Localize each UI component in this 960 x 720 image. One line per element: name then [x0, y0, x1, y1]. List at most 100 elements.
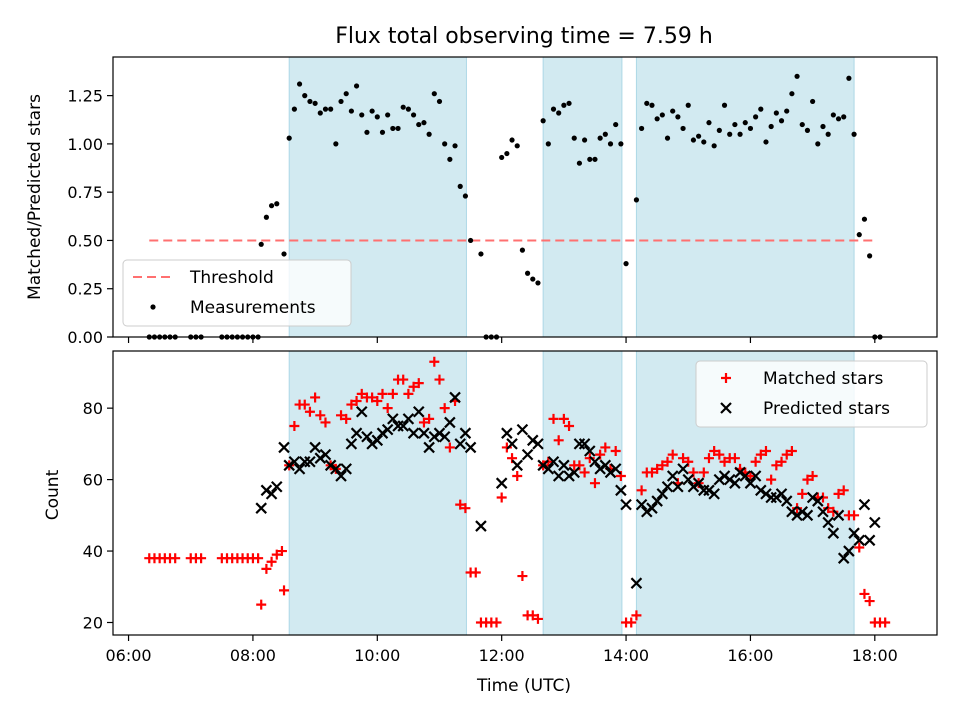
predicted-star-point — [433, 427, 446, 439]
matched-star-point — [880, 617, 891, 628]
matched-star-point — [729, 453, 740, 464]
predicted-star-point — [672, 480, 684, 493]
ratio-y-tick-label: 0.25 — [67, 280, 103, 299]
matched-star-point — [771, 460, 782, 471]
matched-star-point — [584, 453, 595, 464]
ratio-shaded-interval-3 — [635, 56, 855, 338]
predicted-star-point — [324, 459, 337, 472]
measurement-point — [540, 118, 546, 124]
count-panel-axes: 20 40 60 80 06:00 08:00 10:00 12:00 14:00 16:00 18… — [83, 350, 938, 665]
measurement-point — [810, 98, 816, 105]
predicted-star-point — [703, 484, 715, 497]
measurement-point — [607, 141, 614, 147]
predicted-star-point — [620, 498, 632, 511]
predicted-star-point — [335, 470, 347, 482]
matched-star-point — [564, 421, 575, 432]
predicted-star-point — [584, 445, 596, 457]
measurement-point — [659, 112, 665, 118]
matched-star-point — [755, 449, 766, 460]
measurement-point — [286, 135, 292, 141]
measurement-point — [524, 270, 531, 276]
predicted-star-point — [723, 473, 736, 486]
measurement-point — [369, 108, 375, 114]
matched-star-point — [781, 449, 792, 460]
predicted-star-point — [744, 477, 757, 489]
measurement-point — [835, 116, 842, 122]
predicted-star-point — [599, 459, 612, 472]
measurement-point — [727, 131, 733, 137]
measurement-point — [581, 137, 588, 143]
predicted-star-point — [355, 405, 368, 418]
predicted-star-point — [381, 423, 394, 436]
predicted-star-point — [449, 391, 461, 404]
measurement-point — [841, 114, 847, 120]
matched-star-point — [320, 417, 331, 428]
measurement-point — [618, 141, 624, 147]
measurement-point — [333, 141, 339, 147]
measurement-point — [374, 114, 380, 120]
matched-star-point — [703, 453, 714, 464]
matched-star-point — [256, 599, 267, 610]
predicted-star-point — [760, 488, 772, 500]
count-y-tick-label: 60 — [83, 471, 103, 490]
measurement-point — [405, 106, 411, 112]
matched-star-point — [667, 449, 678, 460]
ratio-y-tick-label: 1.00 — [67, 135, 103, 154]
count-panel: 20 40 60 80 06:00 08:00 10:00 12:00 14:00 16:00 18… — [43, 350, 938, 665]
measurement-point — [587, 156, 593, 162]
measurement-point — [509, 137, 515, 143]
predicted-star-point — [454, 438, 466, 450]
matched-star-point — [356, 388, 367, 399]
measurement-point — [550, 106, 557, 112]
matched-star-point — [346, 399, 357, 410]
predicted-star-point — [812, 495, 824, 507]
matched-star-point — [455, 499, 466, 510]
matched-star-point — [823, 503, 834, 514]
matched-star-point — [341, 413, 352, 424]
matched-star-point — [372, 396, 383, 407]
measurement-point — [447, 156, 453, 162]
matched-star-point — [367, 392, 378, 403]
count-panel-data — [144, 356, 891, 628]
predicted-star-point — [806, 491, 819, 504]
predicted-star-point — [366, 438, 378, 450]
matched-star-point — [377, 388, 388, 399]
measurement-point — [592, 156, 598, 162]
measurement-point — [701, 139, 707, 145]
predicted-star-point — [615, 484, 627, 497]
measurement-point — [457, 183, 463, 189]
predicted-star-point — [604, 466, 617, 479]
measurement-point — [851, 131, 857, 137]
matched-star-point — [558, 413, 569, 424]
measurement-point — [359, 112, 365, 118]
measurement-point — [274, 201, 280, 207]
matched-star-point — [807, 471, 818, 482]
ratio-y-axis-label: Matched/Predicted stars — [25, 94, 45, 300]
matched-star-point — [817, 492, 828, 503]
measurement-point — [566, 100, 572, 106]
matched-star-point — [859, 588, 870, 599]
predicted-star-point — [713, 473, 726, 486]
matched-star-point — [512, 471, 523, 482]
matched-star-point — [434, 374, 445, 385]
measurement-point — [328, 106, 334, 112]
ratio-y-tick-label: 0.75 — [67, 183, 103, 202]
measurement-point — [602, 131, 608, 137]
predicted-star-point — [817, 505, 829, 518]
chart-title: Flux total observing time = 7.59 h — [335, 24, 713, 49]
measurement-point — [442, 141, 448, 147]
measurement-point — [291, 106, 297, 112]
x-tick-label: 06:00 — [105, 646, 151, 665]
ratio-panel-data — [146, 73, 883, 340]
predicted-star-point — [832, 509, 845, 522]
predicted-star-point — [822, 516, 834, 529]
matched-star-point — [424, 413, 435, 424]
predicted-star-point — [661, 480, 674, 493]
predicted-star-point — [646, 502, 658, 514]
predicted-star-point — [563, 470, 575, 482]
matched-star-point — [646, 467, 657, 478]
predicted-star-point — [775, 488, 788, 500]
predicted-star-point — [853, 534, 866, 547]
matched-star-point — [279, 585, 290, 596]
